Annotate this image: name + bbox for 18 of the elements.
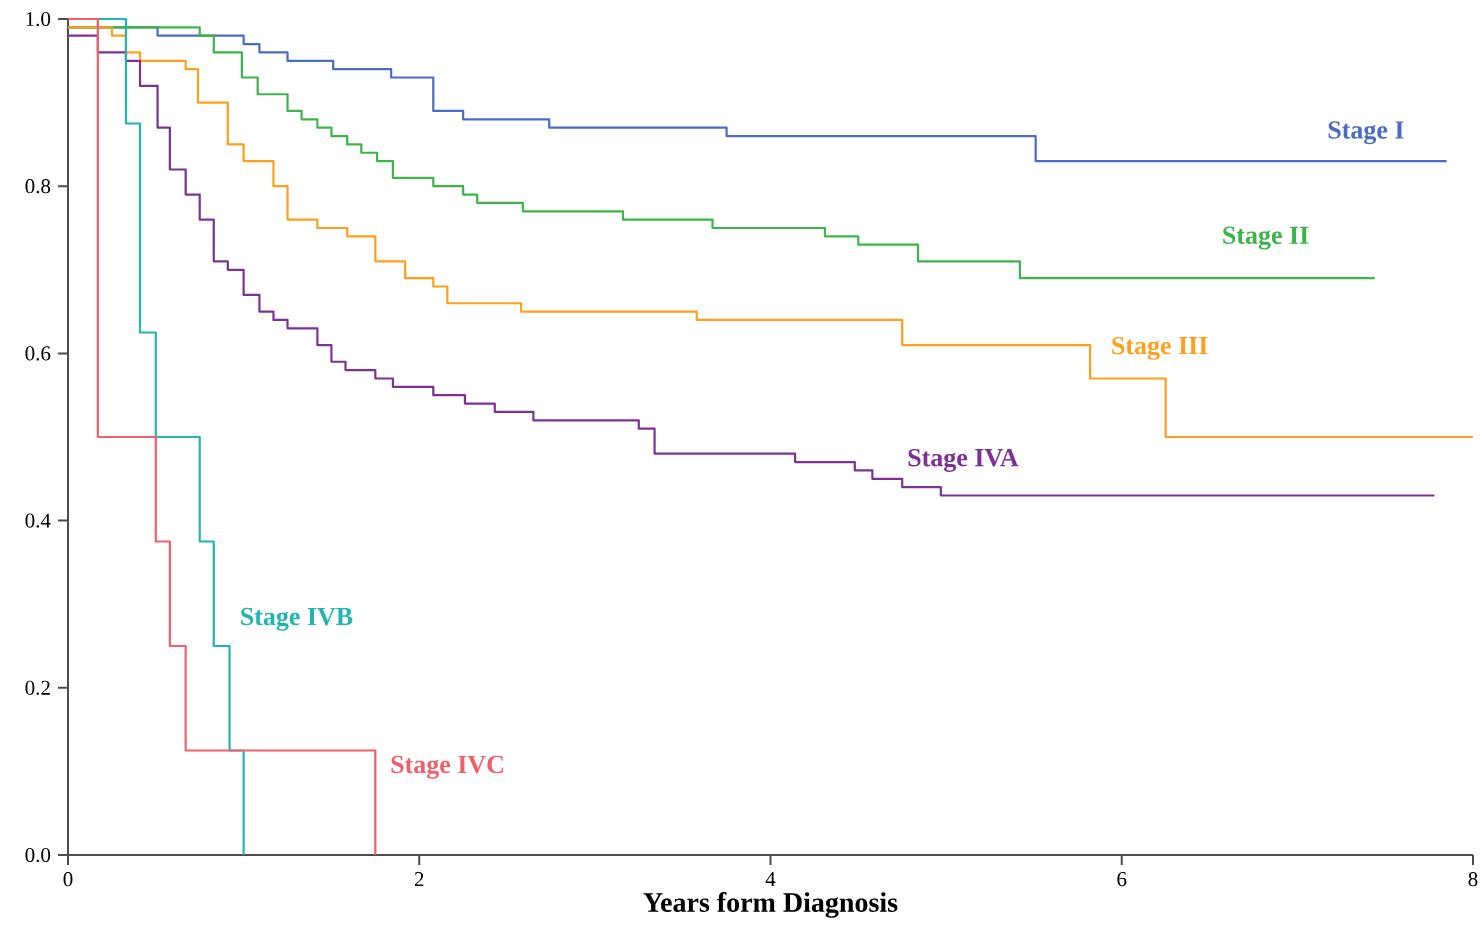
x-tick-label: 8 [1468,872,1478,887]
y-tick-label: 0.0 [25,847,51,863]
y-tick-label: 0.6 [25,346,51,361]
series-label: Stage III [1112,336,1208,360]
y-tick-label: 0.8 [25,179,51,194]
y-tick-label: 1.0 [26,11,51,27]
x-tick-label: 4 [765,872,776,886]
series-label: Stage I [1328,121,1404,145]
series-label: Stage IVC [391,755,503,779]
series-label: Stage II [1223,226,1309,250]
y-tick-label: 0.4 [25,513,51,528]
x-tick-label: 2 [414,872,424,886]
series-label: Stage IVB [241,607,353,631]
x-axis-title: Years form Diagnosis [643,891,898,918]
series-label: Stage IVA [908,448,1019,472]
x-tick-label: 6 [1117,872,1127,887]
x-tick-label: 0 [63,872,73,887]
y-tick-label: 0.2 [25,680,50,695]
